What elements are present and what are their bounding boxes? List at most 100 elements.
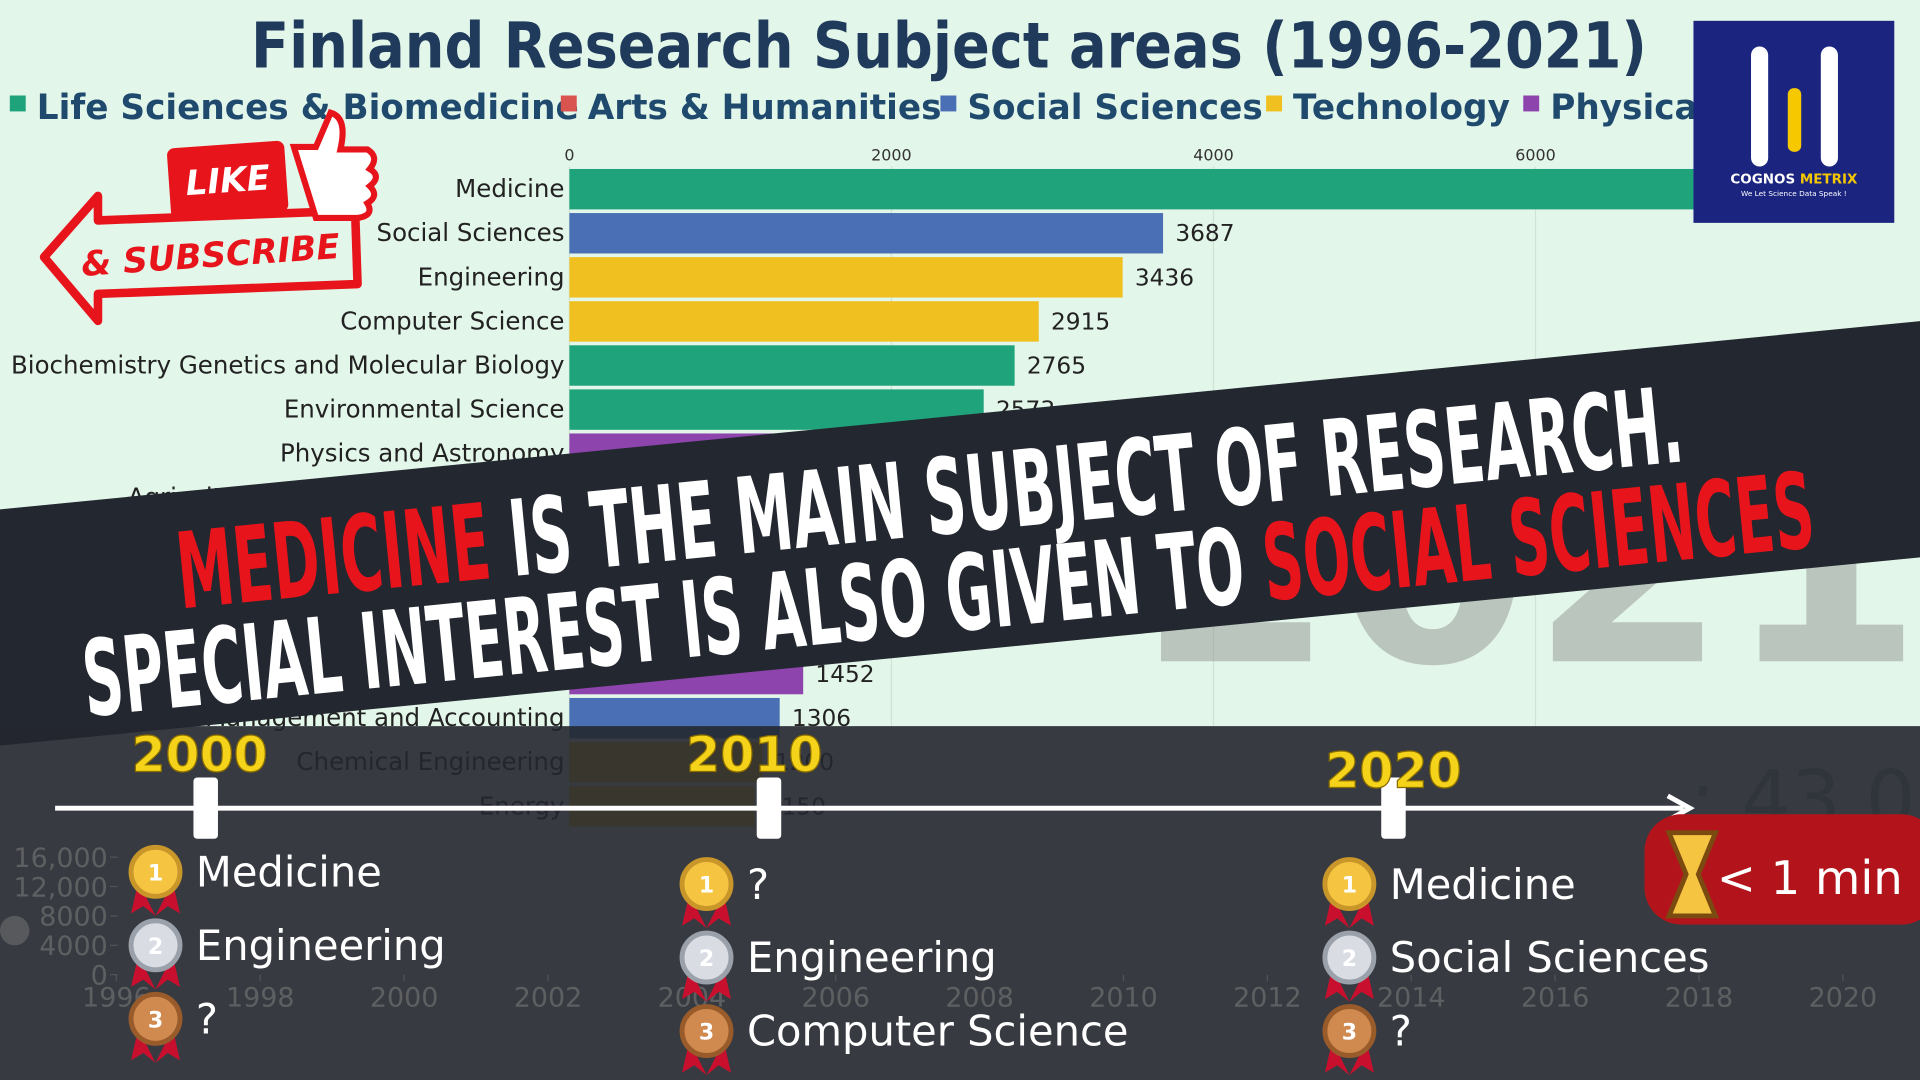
logo-bar	[1787, 88, 1802, 152]
ranking-entry: ?	[747, 860, 769, 909]
timer-text: < 1 min	[1717, 851, 1903, 905]
bar	[569, 345, 1015, 386]
ranking-entry: Computer Science	[747, 1007, 1129, 1056]
x-tick-label: 2000	[871, 145, 911, 164]
logo-name-1: COGNOS	[1730, 173, 1795, 188]
medal	[679, 1004, 734, 1058]
medal-number: 2	[148, 935, 163, 960]
thumb-icon	[289, 108, 379, 222]
medal	[128, 991, 183, 1046]
x-tick-label: 4000	[1193, 145, 1233, 164]
value-label: 2765	[1027, 352, 1086, 379]
x-tick-label: 2020	[1809, 983, 1878, 1014]
logo-name: COGNOS METRIX	[1730, 173, 1858, 188]
medal-number: 3	[699, 1021, 714, 1046]
logo-tagline: We Let Science Data Speak !	[1741, 189, 1847, 198]
medal-ribbon	[1324, 967, 1374, 1002]
timeline-tick	[756, 777, 782, 839]
legend-swatch	[940, 95, 957, 112]
value-label: 3436	[1135, 264, 1194, 291]
legend-label: Technology	[1293, 88, 1510, 128]
x-tick-label: 2008	[945, 983, 1014, 1014]
y-tick-label: 0	[91, 960, 108, 991]
timeline-tick	[1381, 777, 1406, 839]
medal-ribbon	[682, 1040, 732, 1076]
ranking-entry: ?	[1390, 1007, 1412, 1056]
medal	[679, 857, 734, 912]
medal	[679, 930, 734, 985]
category-label: Environmental Science	[284, 395, 565, 424]
medal-number: 3	[1342, 1021, 1357, 1046]
timer: < 1 min	[1644, 814, 1920, 925]
value-label: 3687	[1175, 220, 1234, 247]
medal-number: 1	[148, 861, 163, 886]
logo: COGNOS METRIX We Let Science Data Speak …	[1693, 20, 1895, 223]
medal	[1322, 857, 1377, 912]
ranking-entry: Medicine	[196, 848, 382, 897]
medal-ribbon	[682, 967, 732, 1002]
category-label: Computer Science	[340, 306, 564, 335]
pause-icon	[0, 915, 30, 946]
ranking-entry: Medicine	[1390, 860, 1576, 909]
legend-swatch	[9, 95, 26, 112]
bar	[569, 301, 1039, 342]
milestone-year: 2020	[1325, 742, 1461, 799]
y-tick-label: 8000	[39, 902, 108, 933]
medal-number: 2	[1342, 947, 1357, 972]
category-label: Biochemistry Genetics and Molecular Biol…	[11, 350, 565, 379]
headline-banner: MEDICINE IS THE MAIN SUBJECT OF RESEARCH…	[0, 301, 1920, 763]
x-tick-label: 2002	[514, 983, 583, 1014]
medal-ribbon	[131, 955, 180, 990]
legend-swatch	[1523, 95, 1540, 112]
medal	[128, 844, 183, 899]
value-label: 1452	[815, 661, 874, 688]
legend-label: Social Sciences	[967, 88, 1262, 128]
hourglass-icon	[1665, 830, 1720, 919]
like-text: LIKE	[184, 158, 271, 204]
bar	[569, 168, 1729, 210]
timeline: 2000 1 Medicine 2 Engineering 3 ? 2010 1 ? 2 Engine…	[55, 726, 1709, 1076]
ranking-entry: Engineering	[747, 933, 997, 982]
value-label: 2915	[1051, 308, 1110, 335]
medal-number: 3	[148, 1008, 163, 1033]
category-label: Medicine	[455, 174, 564, 203]
logo-bar	[1751, 46, 1769, 167]
x-tick-label: 1998	[226, 983, 295, 1014]
ranking-entry: ?	[196, 994, 218, 1043]
x-tick-label: 2010	[1089, 983, 1158, 1014]
x-tick-label: 2006	[801, 983, 870, 1014]
x-tick-label: 2016	[1521, 983, 1590, 1014]
x-tick-label: 0	[564, 145, 574, 164]
y-tick-label: 12,000	[14, 872, 108, 903]
x-tick-label: 2018	[1665, 983, 1734, 1014]
bar	[569, 257, 1123, 298]
chart-title: Finland Research Subject areas (1996-202…	[251, 9, 1647, 83]
x-tick-label: 2012	[1233, 983, 1302, 1014]
medal-ribbon	[1324, 893, 1374, 929]
like-box	[167, 140, 289, 219]
medal	[1322, 930, 1377, 985]
medal-ribbon	[131, 1028, 180, 1063]
medal-number: 2	[699, 947, 714, 972]
legend-swatch	[1266, 95, 1283, 112]
category-label: Social Sciences	[377, 218, 565, 247]
milestone-year: 2000	[131, 726, 267, 783]
ranking-entry: Engineering	[196, 921, 446, 970]
category-label: Engineering	[418, 262, 565, 291]
medal-ribbon	[1324, 1040, 1374, 1076]
subscribe-arrow	[39, 191, 362, 326]
x-tick-label: 2014	[1377, 983, 1446, 1014]
like-badge: LIKE	[167, 140, 289, 219]
x-tick-label: 6000	[1515, 145, 1555, 164]
legend-swatch	[560, 95, 577, 112]
medal-number: 1	[699, 874, 714, 899]
logo-name-2: METRIX	[1800, 173, 1858, 188]
y-tick-label: 16,000	[14, 843, 108, 874]
banner-band	[0, 301, 1920, 763]
x-tick-label: 2000	[370, 983, 439, 1014]
milestone-year: 2010	[686, 726, 822, 783]
medal	[1322, 1004, 1377, 1058]
bottom-panel	[0, 726, 1920, 1080]
